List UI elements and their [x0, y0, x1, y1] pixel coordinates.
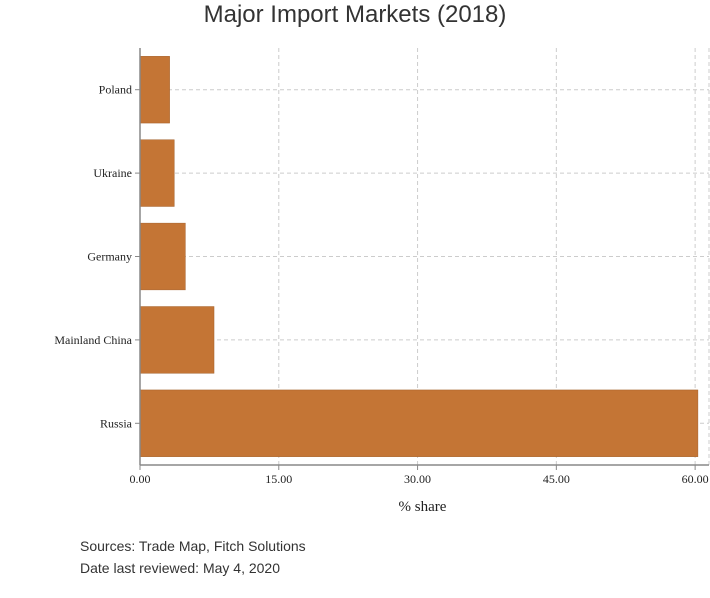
y-tick-label: Russia [100, 416, 133, 430]
x-axis-title: % share [399, 499, 447, 515]
x-tick-label: 30.00 [404, 472, 431, 486]
chart-title: Major Import Markets (2018) [203, 1, 507, 28]
y-tick-label: Germany [87, 250, 132, 264]
bar-russia [139, 389, 699, 457]
bar-chart: 0.00 15.00 30.00 45.00 60.00 Poland Ukraine Ger… [54, 48, 710, 515]
x-tick-label: 15.00 [265, 472, 292, 486]
axes [135, 48, 709, 470]
x-tick-label: 0.00 [130, 472, 151, 486]
bars [139, 56, 699, 457]
y-tick-label: Mainland China [54, 333, 132, 347]
bar-poland [139, 56, 170, 124]
y-tick-label: Ukraine [93, 166, 132, 180]
bar-ukraine [139, 139, 175, 207]
bar-mainland-china [139, 306, 215, 374]
bar-germany [139, 222, 186, 291]
tick-labels: 0.00 15.00 30.00 45.00 60.00 Poland Ukraine Ger… [54, 83, 708, 486]
y-tick-label: Poland [99, 83, 132, 97]
sources-text: Sources: Trade Map, Fitch Solutions [80, 538, 306, 554]
x-tick-label: 60.00 [682, 472, 709, 486]
date-reviewed-text: Date last reviewed: May 4, 2020 [80, 560, 280, 576]
x-tick-label: 45.00 [543, 472, 570, 486]
